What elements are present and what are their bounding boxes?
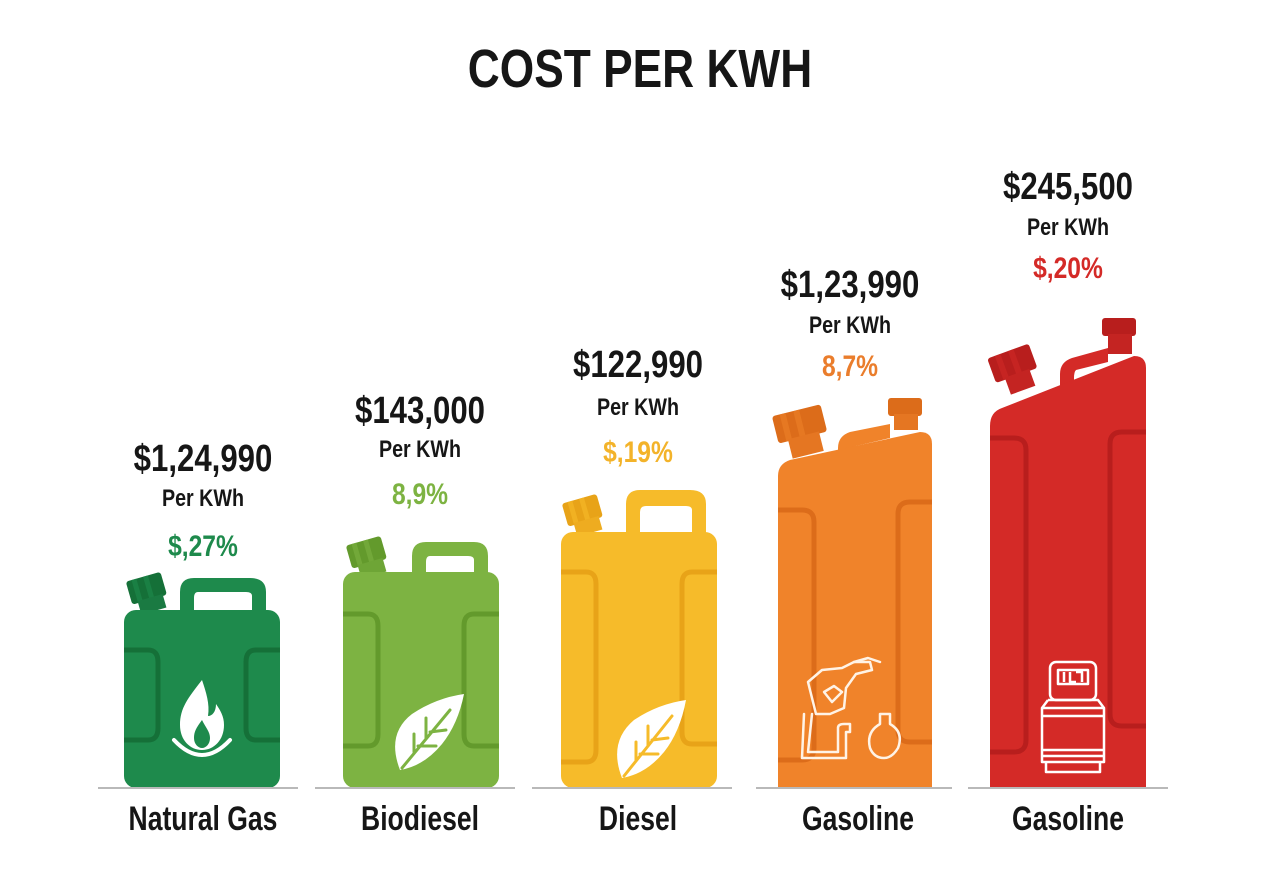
unit-label: Per KWh <box>378 436 461 463</box>
value-label: $143,000 <box>355 390 485 432</box>
category-label: Biodiesel <box>361 800 479 838</box>
category-label: Gasoline <box>1011 800 1125 838</box>
value-label: $1,23,990 <box>780 264 920 306</box>
jerrycan-gasoline-red <box>988 318 1146 788</box>
jerrycan-gasoline-orange <box>772 398 932 788</box>
baseline <box>968 787 1168 789</box>
value-label: $245,500 <box>1003 166 1133 208</box>
category-label: Natural Gas <box>128 800 278 838</box>
unit-label: Per KWh <box>808 312 891 339</box>
unit-label: Per KWh <box>161 485 244 512</box>
jerrycan-biodiesel <box>343 536 499 788</box>
change-label: $,19% <box>603 436 673 469</box>
leaf-icon <box>395 694 464 770</box>
change-label: 8,9% <box>391 478 449 511</box>
baseline <box>532 787 732 789</box>
unit-label: Per KWh <box>596 394 679 421</box>
flame-icon <box>172 680 232 757</box>
fuel-nozzle-icon <box>800 656 901 760</box>
change-label: $,20% <box>1033 252 1103 285</box>
category-label: Diesel <box>598 800 678 838</box>
gas-cylinder-icon <box>1040 660 1106 774</box>
category-label: Gasoline <box>801 800 915 838</box>
value-label: $1,24,990 <box>133 438 273 480</box>
leaf-icon <box>617 700 686 778</box>
baseline <box>315 787 515 789</box>
baseline <box>98 787 298 789</box>
baseline <box>756 787 952 789</box>
jerrycan-diesel <box>561 490 717 788</box>
chart-title: COST PER KWH <box>467 39 813 99</box>
value-label: $122,990 <box>573 344 703 386</box>
jerrycan-natural-gas <box>124 572 280 788</box>
unit-label: Per KWh <box>1026 214 1109 241</box>
change-label: 8,7% <box>821 350 879 383</box>
change-label: $,27% <box>168 530 238 563</box>
